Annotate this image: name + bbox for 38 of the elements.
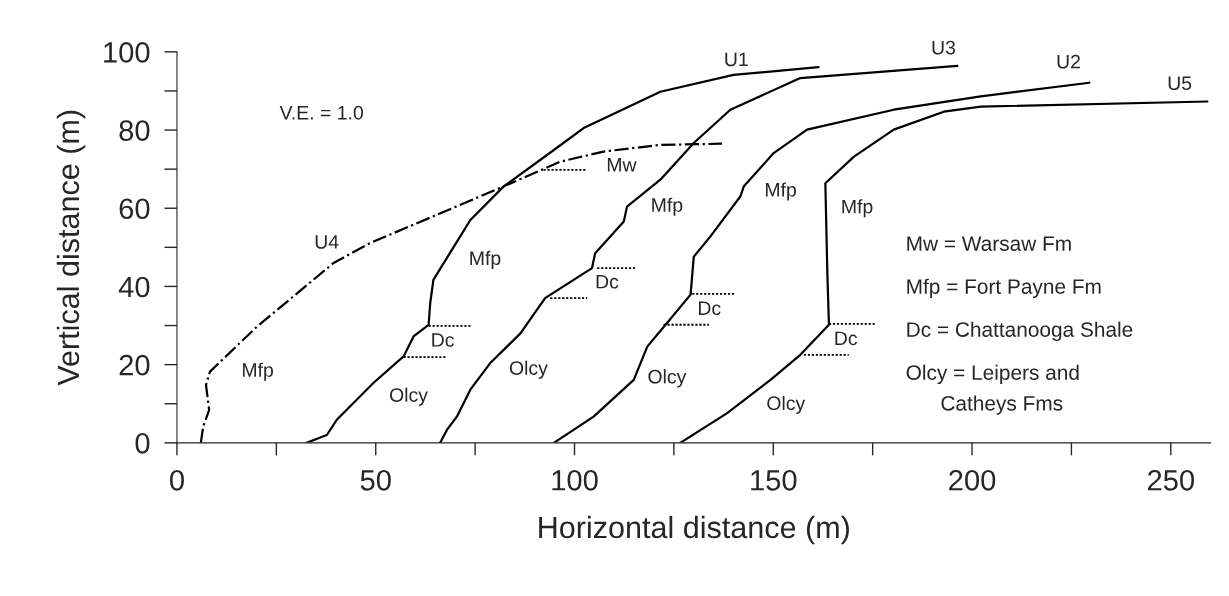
annotation: Dc: [698, 301, 721, 316]
y-tick-label: 60: [119, 198, 150, 220]
annotation: Mfp: [765, 182, 796, 201]
annotation: Olcy: [648, 369, 687, 388]
series-label: U2: [1057, 54, 1080, 69]
x-tick-label: 200: [949, 469, 996, 491]
x-tick-label: 100: [552, 469, 598, 491]
x-axis-title: Horizontal distance (m): [539, 515, 849, 545]
annotation: Mw = Warsaw Fm: [907, 236, 1071, 251]
x-tick-label: 250: [1147, 469, 1194, 491]
y-tick-label: 40: [118, 276, 150, 298]
annotation: Olcy: [389, 387, 428, 406]
annotation: V.E. = 1.0: [279, 105, 363, 120]
y-tick-label: 0: [135, 433, 150, 454]
annotation: Dc: [432, 333, 454, 347]
annotation: Mfp: [242, 362, 273, 381]
y-tick-label: 20: [119, 354, 150, 376]
x-tick-label: 50: [360, 469, 391, 491]
annotation: Olcy: [509, 360, 548, 379]
annotation: Olcy = Leipers and Catheys Fms: [906, 364, 1079, 415]
series-label: U1: [725, 52, 748, 67]
annotation: Dc = Chattanooga Shale: [907, 321, 1133, 342]
annotation: Mfp: [842, 199, 873, 218]
x-tick-label: 150: [751, 469, 797, 491]
y-tick-label: 100: [104, 42, 150, 63]
annotation: Dc: [835, 331, 858, 346]
x-tick-label: 0: [170, 469, 184, 491]
series-label: U3: [932, 40, 956, 55]
y-tick-label: 80: [119, 120, 150, 141]
annotation: Olcy: [767, 395, 806, 414]
y-axis-title: Vertical distance (m): [56, 110, 86, 386]
annotation: Mfp: [652, 197, 683, 216]
annotation: Mfp: [470, 250, 501, 269]
series-label: U5: [1168, 76, 1192, 91]
annotation: Mw: [607, 158, 637, 172]
annotation: Mfp = Fort Payne Fm: [907, 278, 1101, 299]
series-label: U4: [315, 235, 339, 249]
annotation: Dc: [596, 274, 619, 289]
